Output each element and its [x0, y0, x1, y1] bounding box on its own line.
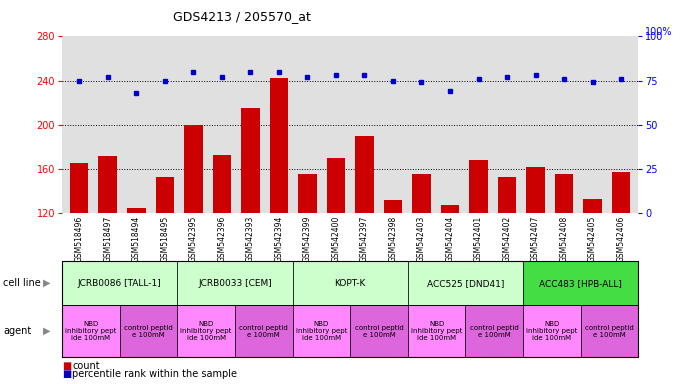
Text: agent: agent: [3, 326, 32, 336]
Bar: [213, 155, 231, 346]
Bar: [99, 156, 117, 346]
Text: NBD
inhibitory pept
ide 100mM: NBD inhibitory pept ide 100mM: [181, 321, 232, 341]
Text: ■: ■: [62, 369, 71, 379]
Text: ACC525 [DND41]: ACC525 [DND41]: [426, 279, 504, 288]
Bar: [384, 200, 402, 346]
Text: NBD
inhibitory pept
ide 100mM: NBD inhibitory pept ide 100mM: [411, 321, 462, 341]
Text: control peptid
e 100mM: control peptid e 100mM: [355, 325, 404, 338]
Text: GSM542401: GSM542401: [474, 215, 483, 262]
Text: NBD
inhibitory pept
ide 100mM: NBD inhibitory pept ide 100mM: [66, 321, 117, 341]
Bar: [241, 108, 259, 346]
Bar: [412, 174, 431, 346]
Bar: [469, 160, 488, 346]
Text: GSM542404: GSM542404: [446, 215, 455, 262]
Text: NBD
inhibitory pept
ide 100mM: NBD inhibitory pept ide 100mM: [526, 321, 578, 341]
Text: GSM518496: GSM518496: [75, 215, 83, 262]
Text: JCRB0033 [CEM]: JCRB0033 [CEM]: [198, 279, 272, 288]
Text: control peptid
e 100mM: control peptid e 100mM: [124, 325, 173, 338]
Text: ▶: ▶: [43, 326, 50, 336]
Bar: [70, 164, 88, 346]
Text: 100%: 100%: [645, 27, 673, 37]
Text: NBD
inhibitory pept
ide 100mM: NBD inhibitory pept ide 100mM: [296, 321, 347, 341]
Bar: [583, 199, 602, 346]
Text: GSM542407: GSM542407: [531, 215, 540, 262]
Text: GSM542400: GSM542400: [331, 215, 340, 262]
Bar: [441, 205, 460, 346]
Text: ACC483 [HPB-ALL]: ACC483 [HPB-ALL]: [539, 279, 622, 288]
Bar: [612, 172, 631, 346]
Text: GSM542406: GSM542406: [617, 215, 626, 262]
Text: GSM542398: GSM542398: [388, 215, 397, 262]
Text: KOPT-K: KOPT-K: [335, 279, 366, 288]
Text: ■: ■: [62, 361, 71, 371]
Bar: [127, 208, 146, 346]
Bar: [555, 174, 573, 346]
Text: GSM542396: GSM542396: [217, 215, 226, 262]
Text: GDS4213 / 205570_at: GDS4213 / 205570_at: [172, 10, 310, 23]
Bar: [184, 125, 203, 346]
Text: GSM518497: GSM518497: [104, 215, 112, 262]
Text: GSM542408: GSM542408: [560, 215, 569, 262]
Text: GSM542403: GSM542403: [417, 215, 426, 262]
Text: GSM518495: GSM518495: [160, 215, 169, 262]
Text: percentile rank within the sample: percentile rank within the sample: [72, 369, 237, 379]
Text: JCRB0086 [TALL-1]: JCRB0086 [TALL-1]: [78, 279, 161, 288]
Text: control peptid
e 100mM: control peptid e 100mM: [585, 325, 634, 338]
Bar: [326, 158, 345, 346]
Text: count: count: [72, 361, 100, 371]
Text: GSM542394: GSM542394: [275, 215, 284, 262]
Text: GSM542393: GSM542393: [246, 215, 255, 262]
Text: GSM518494: GSM518494: [132, 215, 141, 262]
Text: control peptid
e 100mM: control peptid e 100mM: [470, 325, 519, 338]
Text: GSM542399: GSM542399: [303, 215, 312, 262]
Text: ▶: ▶: [43, 278, 50, 288]
Text: GSM542397: GSM542397: [360, 215, 369, 262]
Bar: [355, 136, 374, 346]
Text: GSM542402: GSM542402: [502, 215, 511, 262]
Text: control peptid
e 100mM: control peptid e 100mM: [239, 325, 288, 338]
Bar: [298, 174, 317, 346]
Text: cell line: cell line: [3, 278, 41, 288]
Bar: [497, 177, 516, 346]
Bar: [526, 167, 545, 346]
Bar: [155, 177, 174, 346]
Bar: [270, 78, 288, 346]
Text: GSM542405: GSM542405: [588, 215, 597, 262]
Text: GSM542395: GSM542395: [189, 215, 198, 262]
